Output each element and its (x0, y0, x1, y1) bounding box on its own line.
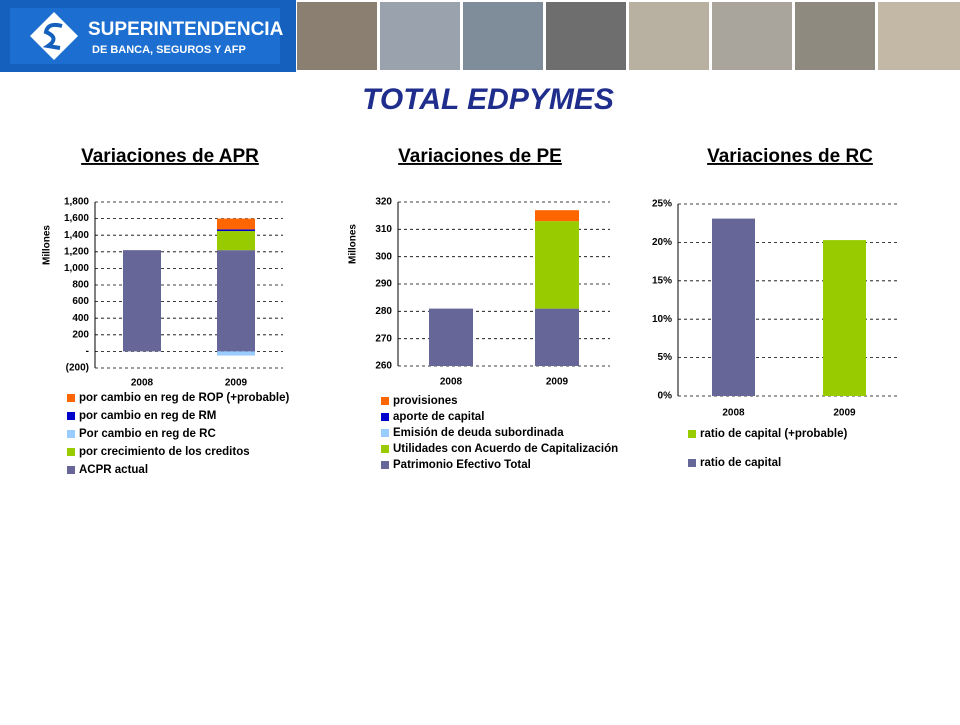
y-tick-label: 1,600 (64, 213, 89, 224)
y-tick-label: 200 (72, 329, 89, 340)
bar (535, 308, 579, 366)
legend-swatch (381, 429, 389, 437)
x-tick-label: 2009 (225, 378, 248, 389)
y-tick-label: 600 (72, 296, 89, 307)
y-tick-label: - (86, 346, 89, 357)
legend-label: ratio de capital (700, 457, 781, 469)
legend-label: por cambio en reg de RM (79, 410, 216, 422)
logo-name: SUPERINTENDENCIA (88, 19, 284, 40)
legend-swatch (381, 397, 389, 405)
legend-label: por crecimiento de los creditos (79, 446, 250, 458)
photo (878, 2, 960, 70)
legend-label: por cambio en reg de ROP (+probable) (79, 392, 290, 404)
y-tick-label: 20% (652, 237, 672, 248)
y-tick-label: 1,800 (64, 197, 89, 208)
x-tick-label: 2008 (131, 378, 154, 389)
photo (546, 2, 626, 70)
logo-sub: DE BANCA, SEGUROS Y AFP (92, 44, 246, 56)
photo (712, 2, 792, 70)
y-tick-label: 10% (652, 314, 672, 325)
legend-swatch (381, 413, 389, 421)
banner: SUPERINTENDENCIA DE BANCA, SEGUROS Y AFP (0, 0, 960, 72)
y-tick-label: 15% (652, 275, 672, 286)
legend-swatch (381, 445, 389, 453)
legend-swatch (67, 412, 75, 420)
legend-swatch (381, 461, 389, 469)
y-tick-label: 0% (658, 391, 673, 402)
y-tick-label: 1,400 (64, 230, 89, 241)
legend-label: Emisión de deuda subordinada (393, 427, 564, 439)
x-tick-label: 2009 (546, 377, 569, 388)
photo (380, 2, 460, 70)
bar (123, 250, 161, 352)
x-tick-label: 2008 (722, 408, 745, 419)
legend-swatch (688, 430, 696, 438)
legend-label: provisiones (393, 395, 458, 407)
y-tick-label: 270 (375, 333, 392, 344)
y-tick-label: 320 (375, 197, 392, 208)
y-tick-label: 800 (72, 280, 89, 291)
bar (217, 231, 255, 251)
y-tick-label: (200) (66, 363, 89, 374)
x-tick-label: 2008 (440, 377, 463, 388)
logo-s (42, 22, 63, 50)
y-tick-label: 300 (375, 251, 392, 262)
bar (712, 218, 755, 396)
y-tick-label: 1,000 (64, 263, 89, 274)
y-tick-label: 1,200 (64, 246, 89, 257)
legend-label: ratio de capital (+probable) (700, 428, 847, 440)
legend-label: aporte de capital (393, 411, 484, 423)
bar (429, 308, 473, 366)
legend-swatch (67, 466, 75, 474)
legend-label: Patrimonio Efectivo Total (393, 459, 531, 471)
y-tick-label: 5% (658, 352, 673, 363)
y-tick-label: 310 (375, 224, 392, 235)
y-axis-label: Millones (348, 224, 359, 264)
bar (217, 229, 255, 232)
legend-label: Por cambio en reg de RC (79, 428, 216, 440)
legend-label: Utilidades con Acuerdo de Capitalización (393, 443, 618, 455)
chart-title: Variaciones de PE (398, 146, 562, 167)
bar (217, 250, 255, 352)
y-tick-label: 260 (375, 361, 392, 372)
photo (463, 2, 543, 70)
bar (823, 240, 866, 396)
bar (217, 218, 255, 230)
photo (297, 2, 377, 70)
bar (535, 221, 579, 309)
y-tick-label: 280 (375, 306, 392, 317)
legend-swatch (67, 394, 75, 402)
bar (535, 210, 579, 222)
y-tick-label: 290 (375, 279, 392, 290)
photo (795, 2, 875, 70)
chart-title: Variaciones de APR (81, 146, 259, 167)
legend-label: ACPR actual (79, 464, 148, 476)
y-axis-label: Millones (42, 225, 53, 265)
x-tick-label: 2009 (833, 408, 856, 419)
y-tick-label: 25% (652, 199, 672, 210)
slide-title: TOTAL EDPYMES (362, 83, 614, 116)
legend-swatch (67, 448, 75, 456)
y-tick-label: 400 (72, 313, 89, 324)
bar (217, 351, 255, 356)
chart-title: Variaciones de RC (707, 146, 873, 167)
legend-swatch (67, 430, 75, 438)
photo (629, 2, 709, 70)
legend-swatch (688, 459, 696, 467)
